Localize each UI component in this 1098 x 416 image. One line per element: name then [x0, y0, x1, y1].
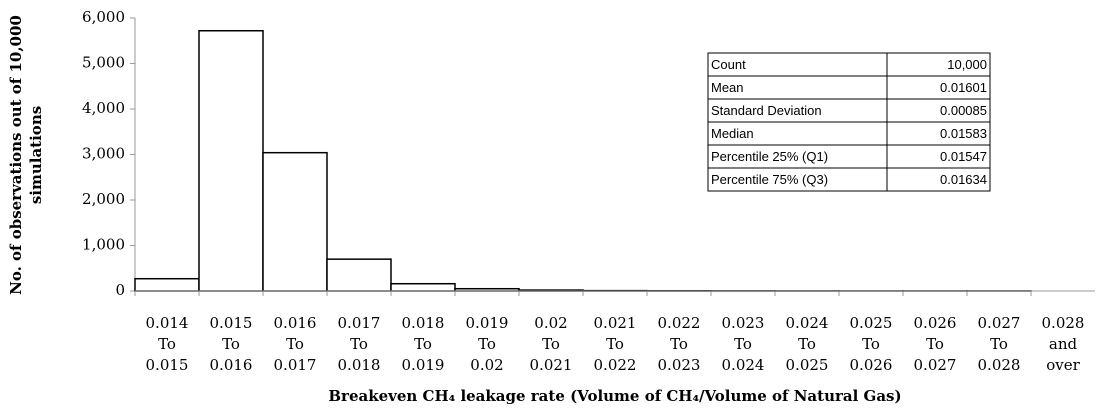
table-value: 0.01634: [940, 172, 987, 187]
x-tick-label: To: [286, 335, 304, 353]
bar: [390, 282, 456, 292]
table-value: 0.01601: [940, 80, 987, 95]
x-tick-label: To: [862, 335, 880, 353]
y-tick-label: 5,000: [82, 54, 125, 72]
table-cell: [886, 167, 991, 192]
x-tick-label: 0.025: [786, 356, 829, 374]
x-tick-label: 0.015: [146, 356, 189, 374]
table-value: 0.01547: [940, 149, 987, 164]
table-value: 10,000: [947, 57, 987, 72]
x-tick-label: To: [926, 335, 944, 353]
x-tick-label: To: [478, 335, 496, 353]
x-tick-label: To: [542, 335, 560, 353]
y-tick-label: 2,000: [82, 190, 125, 208]
table-label: Mean: [711, 80, 744, 95]
bar: [262, 151, 328, 292]
x-tick-label: To: [414, 335, 432, 353]
bar: [198, 29, 264, 292]
x-tick-label: 0.018: [338, 356, 381, 374]
x-tick-label: To: [990, 335, 1008, 353]
x-tick-label: 0.028: [978, 356, 1021, 374]
x-tick-label: To: [158, 335, 176, 353]
table-label: Standard Deviation: [711, 103, 822, 118]
x-tick-label: 0.024: [722, 356, 765, 374]
x-tick-label: 0.022: [594, 356, 637, 374]
x-tick-label: To: [222, 335, 240, 353]
x-tick-label: 0.019: [402, 356, 445, 374]
bar: [326, 258, 392, 292]
x-tick-label: 0.021: [530, 356, 573, 374]
x-tick-label: 0.019: [466, 314, 509, 332]
x-tick-label: 0.021: [594, 314, 637, 332]
x-tick-label: and: [1049, 335, 1078, 353]
x-tick-label: 0.027: [978, 314, 1021, 332]
y-tick-label: 3,000: [82, 145, 125, 163]
x-tick-label: To: [798, 335, 816, 353]
x-tick-label: 0.028: [1042, 314, 1085, 332]
x-tick-label: 0.022: [658, 314, 701, 332]
x-tick-label: To: [350, 335, 368, 353]
x-tick-label: 0.026: [850, 356, 893, 374]
y-axis-title: No. of observations out of 10,000: [7, 15, 25, 295]
x-tick-label: To: [734, 335, 752, 353]
x-tick-label: 0.02: [534, 314, 567, 332]
x-tick-label: 0.026: [914, 314, 957, 332]
table-label: Median: [711, 126, 754, 141]
x-tick-label: 0.016: [210, 356, 253, 374]
y-tick-label: 1,000: [82, 236, 125, 254]
x-tick-label: 0.027: [914, 356, 957, 374]
y-tick-label: 0: [115, 281, 125, 299]
table-label: Count: [711, 57, 746, 72]
x-tick-label: To: [670, 335, 688, 353]
y-axis-title: simulations: [27, 106, 45, 204]
bar: [134, 277, 200, 292]
x-tick-label: 0.02: [470, 356, 503, 374]
x-tick-label: 0.023: [658, 356, 701, 374]
table-label: Percentile 75% (Q3): [711, 172, 828, 187]
x-tick-label: 0.015: [210, 314, 253, 332]
x-tick-label: 0.017: [274, 356, 317, 374]
table-label: Percentile 25% (Q1): [711, 149, 828, 164]
x-tick-label: 0.016: [274, 314, 317, 332]
x-tick-label: 0.025: [850, 314, 893, 332]
x-tick-label: 0.018: [402, 314, 445, 332]
x-tick-label: 0.023: [722, 314, 765, 332]
x-tick-label: 0.014: [146, 314, 189, 332]
x-tick-label: 0.024: [786, 314, 829, 332]
x-tick-label: over: [1046, 356, 1080, 374]
table-value: 0.00085: [940, 103, 987, 118]
y-tick-label: 6,000: [82, 8, 125, 26]
x-tick-label: To: [606, 335, 624, 353]
x-axis-title: Breakeven CH₄ leakage rate (Volume of CH…: [328, 387, 901, 405]
x-tick-label: 0.017: [338, 314, 381, 332]
table-value: 0.01583: [940, 126, 987, 141]
y-tick-label: 4,000: [82, 99, 125, 117]
